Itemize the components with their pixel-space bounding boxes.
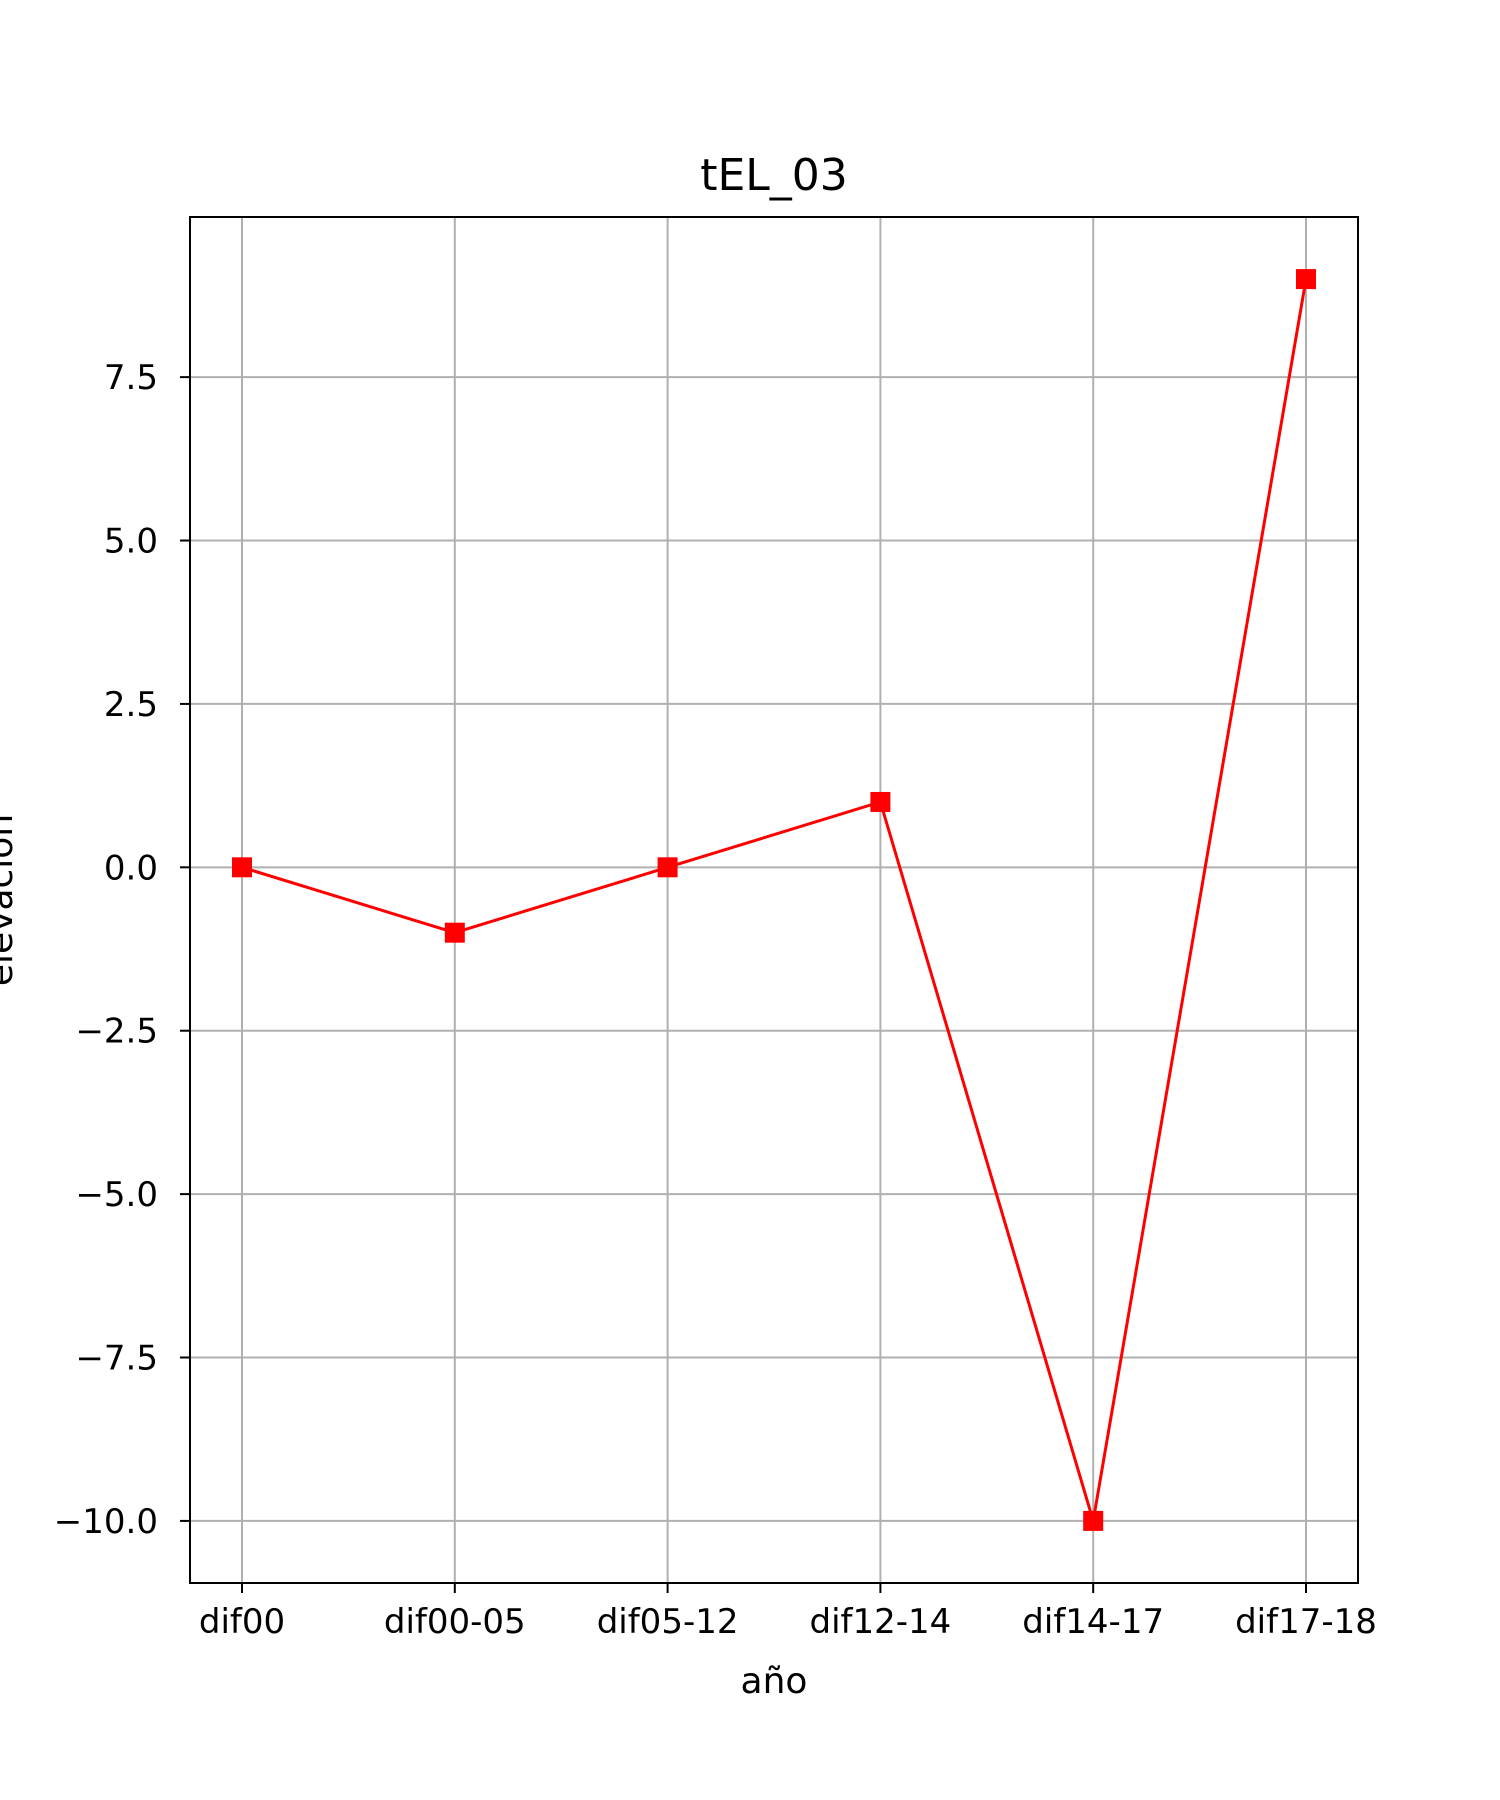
x-axis-label: año	[741, 1661, 808, 1702]
data-point-marker	[444, 922, 465, 943]
x-tick-label: dif00-05	[384, 1602, 526, 1642]
y-tick-label: 0.0	[104, 848, 158, 888]
y-tick-label: 5.0	[104, 522, 158, 562]
chart-title: tEL_03	[700, 150, 848, 201]
axes-frame	[189, 216, 1359, 1584]
grid-layer	[190, 217, 1358, 1583]
x-tick-label: dif14-17	[1022, 1602, 1164, 1642]
series-line	[241, 278, 1308, 1522]
x-tick-label: dif05-12	[597, 1602, 739, 1642]
y-tick-label: −5.0	[75, 1175, 158, 1215]
x-tick-label: dif00	[199, 1602, 285, 1642]
data-point-marker	[232, 857, 252, 878]
y-tick-label: 7.5	[104, 358, 158, 398]
data-point-marker	[1083, 1510, 1104, 1531]
x-tick-label: dif12-14	[810, 1602, 952, 1642]
data-point-marker	[870, 791, 891, 812]
y-tick-label: −2.5	[75, 1012, 158, 1052]
y-tick-label: −7.5	[75, 1339, 158, 1379]
series-layer	[232, 269, 1316, 1531]
data-point-marker	[1296, 269, 1316, 290]
x-tick-label: dif17-18	[1235, 1602, 1377, 1642]
y-axis-label: elevación	[0, 814, 21, 986]
y-tick-label: 2.5	[104, 685, 158, 725]
data-point-marker	[657, 857, 678, 878]
tick-layer: dif00 dif00-05 dif05-12 dif12-14 dif14-17 dif…	[54, 358, 1377, 1642]
y-tick-label: −10.0	[54, 1502, 158, 1542]
